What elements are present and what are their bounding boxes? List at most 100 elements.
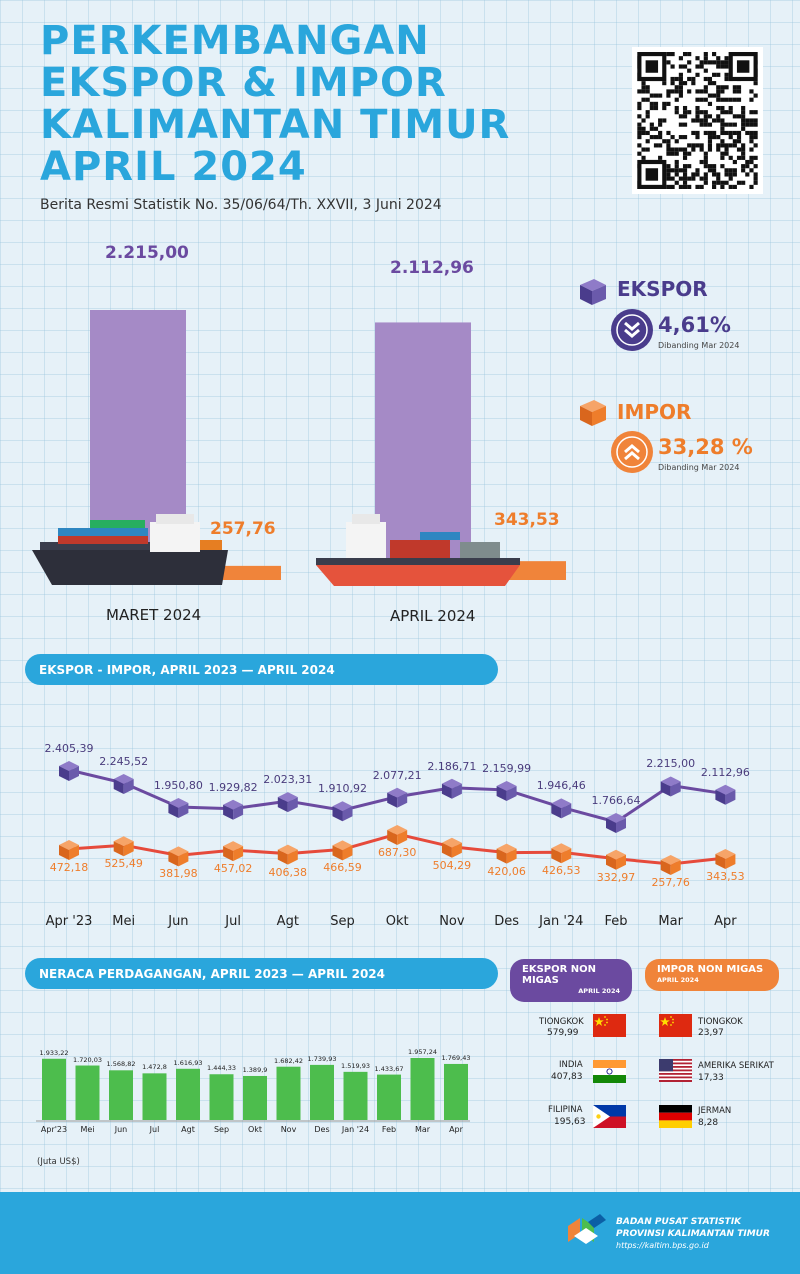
up-arrows-icon (611, 431, 653, 473)
balance-month-label: Agt (181, 1125, 195, 1134)
impor-value-april: 343,53 (494, 510, 560, 530)
trend-month-label: Des (494, 914, 519, 929)
ekspor-point-label: 2.245,52 (99, 755, 149, 768)
down-arrows-icon (611, 309, 653, 351)
impor-point-label: 406,38 (268, 865, 308, 879)
balance-bar (176, 1068, 200, 1120)
trend-month-label: Jan '24 (539, 914, 584, 929)
impor-value-maret: 257,76 (210, 519, 276, 539)
impor-nonmigas-period: APRIL 2024 (657, 976, 699, 984)
balance-month-label: Sep (213, 1125, 230, 1134)
balance-month-label: Feb (381, 1125, 397, 1134)
trend-month-label: Okt (385, 914, 409, 929)
ekspor-box-icon (580, 279, 606, 305)
ekspor-change-note: Dibanding Mar 2024 (658, 341, 740, 350)
trend-month-label: Sep (330, 914, 355, 929)
balance-bar (343, 1071, 368, 1120)
balance-bar (109, 1070, 133, 1120)
ekspor-point-marker (277, 792, 298, 813)
ekspor-point-label: 2.186,71 (427, 759, 477, 773)
impor-point-marker (387, 825, 408, 845)
ekspor-point-marker (660, 776, 681, 797)
ekspor-point-label: 1.910,92 (318, 782, 367, 796)
balance-month-label: Jan '24 (341, 1125, 370, 1134)
balance-month-label: Des (314, 1125, 330, 1134)
org-url[interactable]: https://kaltim.bps.go.id (616, 1241, 709, 1250)
balance-value-label: 1.433,67 (374, 1064, 404, 1073)
ekspor-change-pct: 4,61% (658, 313, 731, 337)
impor-point-label: 332,97 (596, 870, 636, 884)
balance-section-title: NERACA PERDAGANGAN, APRIL 2023 — APRIL 2… (25, 958, 498, 989)
ekspor-point-marker (551, 798, 572, 819)
ekspor-country-value: 579,99 (547, 1028, 579, 1038)
impor-point-marker (715, 849, 736, 870)
balance-bar (410, 1058, 435, 1120)
ekspor-point-marker (223, 799, 244, 820)
ekspor-country-name: INDIA (559, 1060, 583, 1070)
ekspor-point-marker (387, 787, 408, 808)
ekspor-point-marker (332, 801, 353, 822)
comparison-chart (32, 310, 566, 586)
balance-month-label: Mei (80, 1125, 95, 1134)
ekspor-point-marker (496, 780, 517, 801)
ekspor-value-april: 2.112,96 (390, 258, 474, 278)
balance-value-label: 1.682,42 (274, 1056, 303, 1065)
impor-point-marker (223, 841, 244, 862)
balance-bar (75, 1065, 100, 1120)
trend-month-label: Mar (658, 914, 683, 929)
ekspor-change-title: EKSPOR (617, 277, 708, 301)
balance-value-label: 1.389,9 (242, 1065, 268, 1074)
ekspor-value-maret: 2.215,00 (105, 243, 189, 263)
balance-value-label: 1.739,93 (307, 1054, 337, 1063)
impor-point-marker (551, 843, 572, 864)
ekspor-point-marker (113, 774, 134, 795)
balance-month-label: Nov (280, 1125, 297, 1134)
trend-month-label: Mei (112, 914, 136, 929)
qr-code[interactable] (632, 47, 763, 194)
period-label-maret: MARET 2024 (106, 606, 202, 624)
balance-bar-chart (36, 1058, 470, 1122)
impor-point-label: 343,53 (706, 870, 745, 883)
impor-point-marker (113, 836, 134, 857)
ekspor-point-marker (715, 784, 736, 805)
balance-value-label: 1.957,24 (408, 1048, 437, 1056)
impor-point-label: 687,30 (377, 846, 417, 859)
impor-point-marker (168, 846, 189, 867)
impor-nonmigas-pill: IMPOR NON MIGAS APRIL 2024 (645, 959, 779, 991)
ekspor-nonmigas-pill: EKSPOR NON MIGAS APRIL 2024 (510, 959, 632, 1002)
title-line-4: APRIL 2024 (40, 144, 307, 190)
balance-bar (444, 1063, 468, 1120)
india-flag-icon (593, 1060, 626, 1083)
impor-country-name: AMERIKA SERIKAT (698, 1061, 774, 1071)
tanker-ship-icon (316, 514, 520, 586)
trend-month-label: Feb (604, 914, 628, 929)
ekspor-point-label: 2.159,99 (482, 761, 532, 775)
balance-bar (42, 1058, 66, 1120)
ekspor-point-label: 1.766,64 (591, 794, 641, 807)
impor-point-marker (441, 837, 462, 858)
impor-point-marker (332, 840, 353, 861)
trend-month-label: Apr (714, 914, 737, 929)
bps-logo-icon (568, 1214, 606, 1244)
trend-month-label: Jun (168, 914, 189, 929)
impor-point-marker (496, 843, 517, 864)
trend-month-label: Jul (225, 914, 241, 929)
philippines-flag-icon (593, 1105, 626, 1128)
balance-month-label: Jun (114, 1125, 128, 1134)
unit-label: (Juta US$) (37, 1157, 80, 1167)
impor-point-marker (606, 849, 626, 870)
balance-bar (276, 1066, 301, 1120)
ekspor-point-marker (59, 761, 79, 781)
trend-month-label: Agt (276, 914, 299, 929)
balance-bar (209, 1074, 234, 1120)
balance-bar (142, 1073, 167, 1120)
trend-line-chart (59, 761, 736, 875)
footer (0, 1192, 800, 1274)
ekspor-point-label: 1.946,46 (536, 779, 586, 793)
impor-point-label: 457,02 (213, 862, 253, 876)
trend-month-label: Apr '23 (45, 914, 93, 929)
balance-month-label: Okt (247, 1125, 263, 1134)
impor-country-name: JERMAN (698, 1106, 732, 1116)
impor-point-label: 525,49 (104, 857, 143, 871)
ekspor-country-name: FILIPINA (548, 1105, 583, 1115)
